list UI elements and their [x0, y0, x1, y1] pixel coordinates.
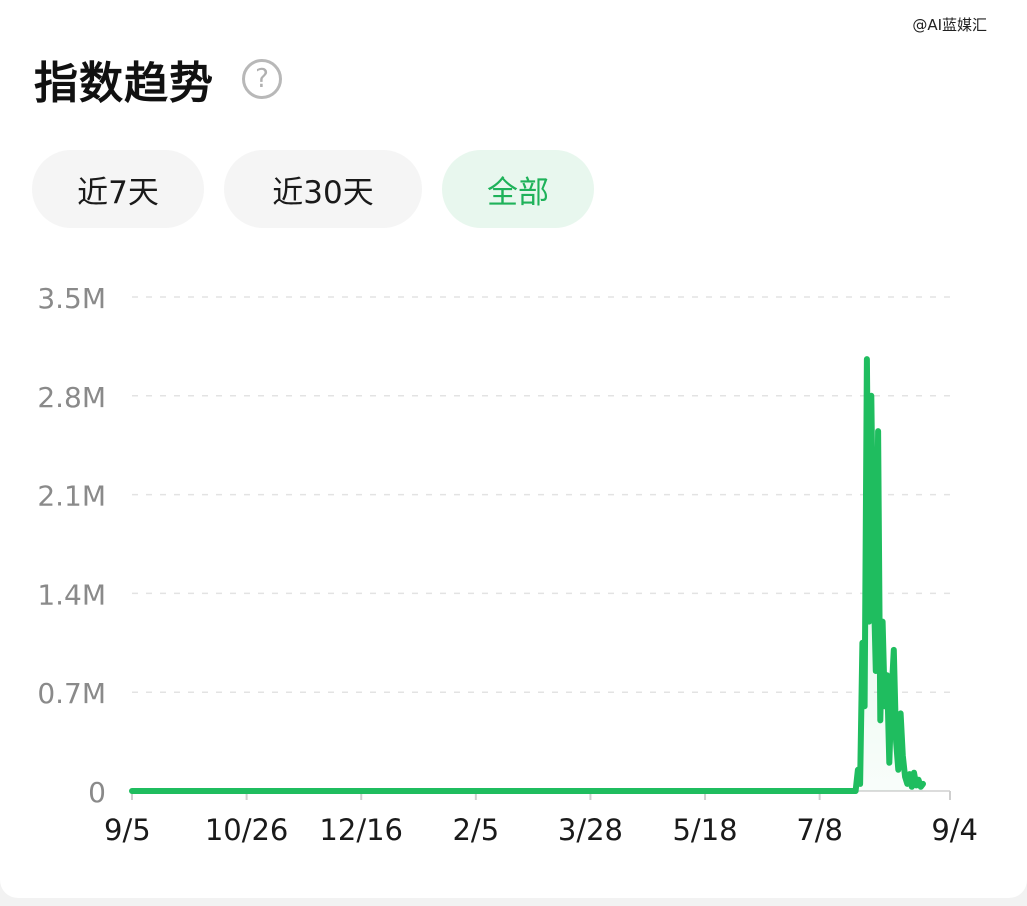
tab-30-days[interactable]: 近30天 [224, 150, 422, 228]
time-range-tabs: 近7天 近30天 全部 [32, 150, 614, 228]
header: 指数趋势 ? [34, 44, 282, 114]
y-tick-label: 2.1M [37, 480, 106, 513]
y-tick-label: 1.4M [37, 578, 106, 611]
tab-all[interactable]: 全部 [442, 150, 594, 228]
y-tick-label: 3.5M [37, 282, 106, 315]
y-tick-label: 2.8M [37, 381, 106, 414]
y-tick-label: 0 [88, 776, 106, 809]
y-axis: 3.5M 2.8M 2.1M 1.4M 0.7M 0 [37, 282, 106, 809]
grid-lines [132, 296, 950, 693]
question-circle-icon[interactable]: ? [242, 59, 282, 99]
trend-line-chart: 3.5M 2.8M 2.1M 1.4M 0.7M 0 9/5 10/26 12/16 2/5 3/… [37, 282, 978, 847]
x-tick-label: 9/5 [104, 813, 151, 847]
x-tick-label: 9/4 [931, 813, 978, 847]
y-tick-label: 0.7M [37, 677, 106, 710]
x-tick-label: 10/26 [205, 813, 289, 847]
series-layer [129, 356, 926, 794]
x-tick-label: 5/18 [672, 813, 737, 847]
series-area [132, 359, 923, 791]
series-line [129, 356, 926, 794]
x-tick-label: 12/16 [319, 813, 403, 847]
tab-7-days[interactable]: 近7天 [32, 150, 204, 228]
x-tick-label: 2/5 [452, 813, 499, 847]
x-tick-label: 7/8 [796, 813, 843, 847]
x-axis: 9/5 10/26 12/16 2/5 3/28 5/18 7/8 9/4 [104, 790, 978, 847]
watermark: @AI蓝媒汇 [912, 16, 987, 34]
page-title: 指数趋势 [34, 58, 214, 109]
x-tick-label: 3/28 [558, 813, 623, 847]
